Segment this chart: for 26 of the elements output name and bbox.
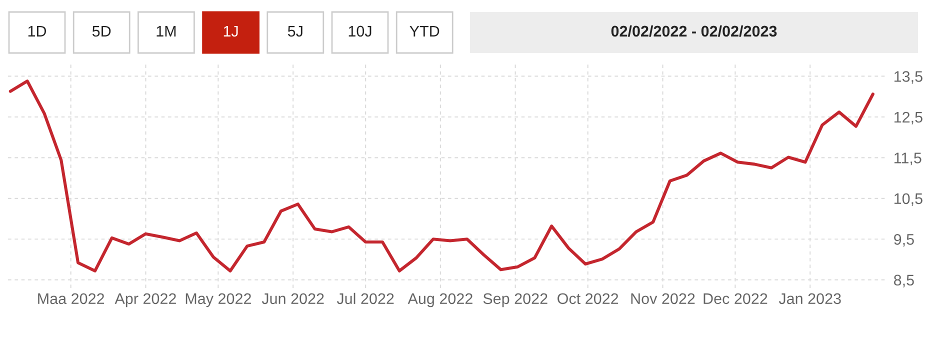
y-tick-label: 8,5 bbox=[894, 274, 914, 288]
text: 10J bbox=[348, 26, 372, 37]
x-tick-label: Apr 2022 bbox=[114, 293, 176, 308]
x-tick-label: Maa 2022 bbox=[38, 293, 104, 304]
text: 5J bbox=[288, 26, 302, 37]
x-tick-label: Sep 2022 bbox=[483, 293, 548, 308]
text: 1M bbox=[156, 26, 176, 36]
x-tick-label: Aug 2022 bbox=[408, 293, 472, 308]
x-tick-label: Jan 2023 bbox=[778, 293, 841, 304]
y-tick-label: 10,5 bbox=[894, 193, 922, 206]
x-tick-label: Jul 2022 bbox=[336, 292, 394, 304]
y-tick-label: 9,5 bbox=[894, 234, 914, 247]
x-tick-label: Nov 2022 bbox=[631, 293, 695, 304]
x-tick-label: Dec 2022 bbox=[704, 293, 768, 304]
text: 5D bbox=[92, 26, 111, 37]
x-tick-label: May 2022 bbox=[186, 293, 251, 308]
chart-title: 02/02/2022 - 02/02/2023 bbox=[611, 25, 777, 37]
x-tick-label: Oct 2022 bbox=[558, 293, 618, 304]
y-tick-label: 12,5 bbox=[894, 112, 922, 124]
y-tick-label: 13,5 bbox=[894, 71, 922, 84]
line-series bbox=[8, 80, 874, 272]
x-tick-label: Jun 2022 bbox=[262, 293, 324, 304]
text: 1J bbox=[224, 26, 238, 37]
y-tick-label: 11,5 bbox=[894, 152, 922, 166]
text: 1D bbox=[28, 26, 46, 36]
text: YTD bbox=[410, 26, 440, 36]
